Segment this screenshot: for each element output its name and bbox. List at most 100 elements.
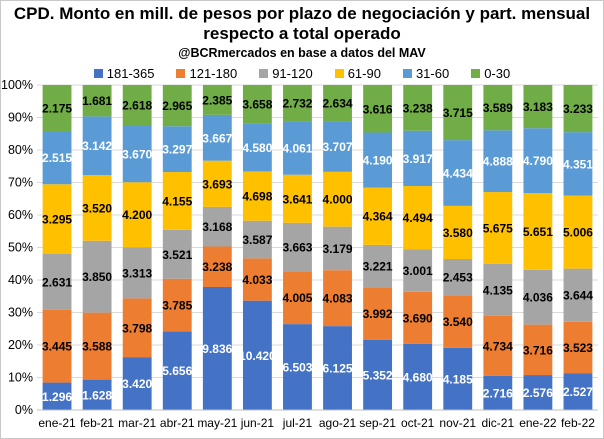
- bar-segment: [82, 240, 112, 313]
- data-label: 3.168: [202, 220, 232, 234]
- data-label: 2.175: [42, 102, 72, 116]
- bar-segment: [82, 85, 112, 117]
- bar-segment: [483, 375, 513, 410]
- data-label: 4.185: [443, 372, 473, 386]
- data-label: 3.670: [122, 147, 152, 161]
- data-label: 4.036: [523, 291, 553, 305]
- legend-swatch: [176, 69, 186, 78]
- x-tick-label: ene-22: [519, 416, 557, 430]
- data-label: 2.618: [122, 99, 152, 113]
- data-label: 3.715: [443, 106, 473, 120]
- data-label: 3.992: [363, 307, 393, 321]
- legend-item: 0-30: [471, 66, 510, 81]
- bar-segment: [82, 379, 112, 410]
- bar-segment: [483, 315, 513, 376]
- y-tick-label: 30%: [8, 306, 33, 320]
- chart-title-line2: respecto a total operado: [203, 24, 401, 43]
- legend-label: 61-90: [347, 66, 381, 81]
- bar-segment: [122, 357, 152, 410]
- bar-segment: [363, 244, 393, 288]
- bar-segment: [283, 85, 312, 122]
- data-label: 3.667: [202, 131, 232, 145]
- data-label: 2.385: [202, 93, 232, 107]
- data-label: 2.515: [42, 151, 72, 165]
- bar-segment: [242, 85, 272, 124]
- bar-segment: [443, 259, 473, 296]
- data-label: 2.576: [523, 386, 553, 400]
- data-label: 9.836: [202, 342, 232, 356]
- data-label: 3.589: [483, 101, 513, 115]
- data-label: 2.965: [162, 99, 192, 113]
- bar-segment: [523, 269, 553, 325]
- x-tick-label: may-21: [197, 416, 237, 430]
- data-label: 2.453: [443, 271, 473, 285]
- bar-segment: [323, 326, 352, 410]
- data-label: 3.238: [403, 101, 433, 115]
- data-label: 3.221: [363, 260, 393, 274]
- bar-segment: [242, 220, 272, 259]
- bar-segment: [162, 229, 192, 279]
- data-label: 6.125: [323, 362, 353, 376]
- bar-segment: [202, 85, 232, 115]
- bar-segment: [563, 321, 593, 374]
- bar-segment: [323, 226, 352, 271]
- data-label: 3.716: [523, 343, 553, 357]
- x-tick-label: feb-21: [80, 416, 114, 430]
- legend-item: 91-120: [259, 66, 313, 81]
- data-label: 5.352: [363, 368, 393, 382]
- bar-segment: [242, 171, 272, 221]
- chart-subtitle: @BCRmercados en base a datos del MAV: [178, 46, 426, 60]
- data-label: 3.420: [122, 377, 152, 391]
- bar-segment: [162, 278, 192, 332]
- data-label: 3.644: [563, 289, 593, 303]
- data-label: 3.690: [403, 311, 433, 325]
- bar-segment: [42, 131, 72, 185]
- data-label: 4.494: [403, 211, 433, 225]
- bar-segment: [443, 347, 473, 410]
- x-tick-label: abr-21: [160, 416, 195, 430]
- bar-segment: [202, 160, 232, 207]
- data-label: 5.675: [483, 221, 513, 235]
- y-tick-label: 90%: [8, 111, 33, 125]
- x-tick-label: oct-21: [401, 416, 435, 430]
- x-tick-label: ago-21: [319, 416, 357, 430]
- legend-label: 0-30: [484, 66, 511, 81]
- data-label: 4.135: [483, 283, 513, 297]
- y-tick-label: 60%: [8, 208, 33, 222]
- data-label: 2.631: [42, 275, 72, 289]
- bar-segment: [563, 132, 593, 196]
- bar-segment: [162, 172, 192, 230]
- bar-segment: [202, 246, 232, 287]
- data-label: 3.520: [82, 201, 112, 215]
- data-label: 6.503: [282, 361, 312, 375]
- legend-swatch: [334, 69, 344, 78]
- bar-segment: [162, 85, 192, 127]
- bar-segment: [523, 375, 553, 410]
- x-tick-label: jun-21: [240, 416, 275, 430]
- x-tick-label: feb-22: [561, 416, 595, 430]
- data-label: 3.616: [363, 102, 393, 116]
- bar-segment: [162, 126, 192, 173]
- data-label: 3.238: [202, 260, 232, 274]
- data-label: 4.000: [323, 193, 353, 207]
- bar-segment: [563, 85, 593, 133]
- bar-segment: [363, 132, 393, 188]
- bar-segment: [403, 343, 433, 410]
- data-label: 4.698: [242, 190, 272, 204]
- legend-swatch: [93, 69, 103, 78]
- y-tick-label: 70%: [8, 176, 33, 190]
- data-label: 3.658: [242, 98, 272, 112]
- data-label: 3.798: [122, 321, 152, 335]
- data-label: 3.917: [403, 152, 433, 166]
- legend-item: 61-90: [334, 66, 381, 81]
- data-label: 2.527: [563, 385, 593, 399]
- data-label: 3.313: [122, 266, 152, 280]
- legend-swatch: [402, 69, 412, 78]
- x-tick-label: ene-21: [38, 416, 76, 430]
- data-label: 3.521: [162, 248, 192, 262]
- bar-segment: [202, 286, 232, 410]
- y-tick-label: 80%: [8, 143, 33, 157]
- data-label: 4.680: [403, 370, 433, 384]
- bar-segment: [363, 287, 393, 340]
